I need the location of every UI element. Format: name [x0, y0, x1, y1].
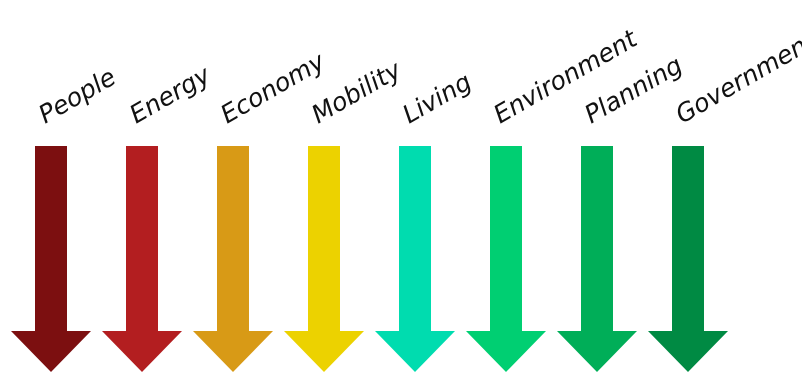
arrow-government	[648, 146, 728, 372]
arrow-mobility	[284, 146, 364, 372]
arrow-label-living: Living	[398, 67, 477, 129]
arrow-living	[375, 146, 455, 372]
arrow-planning	[557, 146, 637, 372]
arrow-economy	[193, 146, 273, 372]
arrow-label-government: Government	[671, 25, 802, 129]
label-group: People Energy Economy Mobility Living En…	[34, 23, 802, 129]
arrow-group	[11, 146, 728, 372]
arrow-environment	[466, 146, 546, 372]
arrow-energy	[102, 146, 182, 372]
arrow-label-energy: Energy	[125, 59, 217, 129]
arrow-people	[11, 146, 91, 372]
arrow-label-people: People	[34, 62, 121, 129]
